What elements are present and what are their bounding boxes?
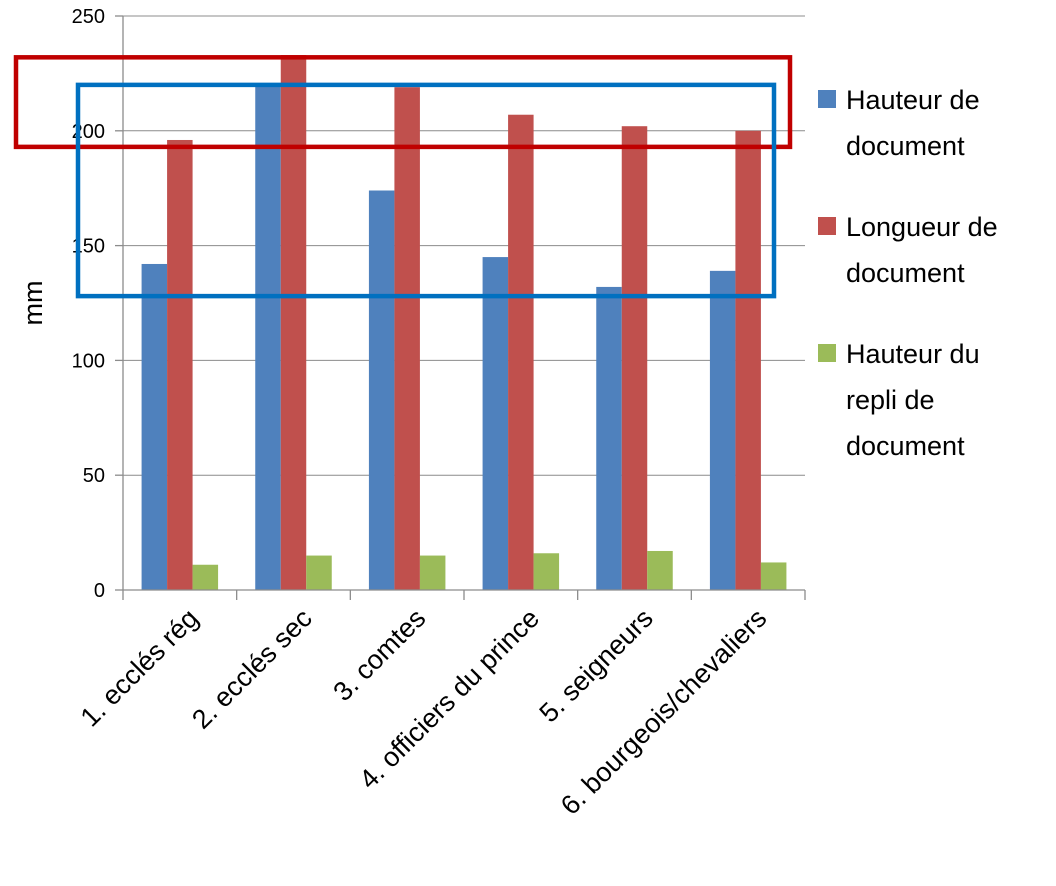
bar — [255, 84, 281, 590]
bar — [394, 87, 420, 591]
legend-label: Hauteur de — [846, 85, 980, 115]
annotation-boxes — [13, 55, 793, 299]
y-tick-label: 50 — [83, 465, 105, 487]
bar — [760, 562, 787, 590]
highlight-box — [75, 82, 777, 299]
x-tick-label: 6. bourgeois/chevaliers — [555, 603, 773, 821]
legend-label: document — [846, 431, 965, 461]
bar — [141, 263, 168, 590]
bar — [419, 555, 446, 590]
legend-swatch — [818, 344, 836, 362]
bar — [647, 550, 673, 590]
legend-label: Longueur de — [846, 212, 998, 242]
y-tick-label: 0 — [94, 580, 105, 602]
x-tick-label: 5. seigneurs — [534, 603, 659, 728]
legend: Hauteur de document Longueur de document Hau… — [818, 85, 998, 461]
legend-swatch — [818, 90, 836, 108]
legend-label: repli de — [846, 385, 935, 415]
legend-swatch — [818, 217, 836, 235]
x-tick-label: 1. ecclés rég — [75, 603, 204, 732]
bar — [709, 270, 736, 590]
axes — [115, 15, 806, 600]
bars — [141, 55, 787, 591]
y-tick-label: 250 — [72, 6, 105, 28]
y-axis-label: mm — [18, 281, 48, 326]
x-tick-label: 2. ecclés sec — [186, 603, 318, 735]
bar — [735, 130, 761, 591]
bar — [306, 555, 332, 590]
x-tick-label: 3. comtes — [327, 603, 431, 707]
bar — [621, 126, 648, 590]
highlight-box — [13, 55, 793, 150]
bar — [192, 564, 219, 590]
bar — [596, 286, 622, 590]
bar — [368, 190, 395, 590]
y-tick-label: 100 — [72, 350, 105, 372]
legend-label: document — [846, 258, 965, 288]
bar — [533, 553, 560, 590]
legend-label: document — [846, 131, 965, 161]
bar — [280, 55, 307, 591]
legend-label: Hauteur du — [846, 339, 980, 369]
gridlines — [123, 15, 805, 476]
bar — [508, 114, 534, 590]
bar — [482, 257, 509, 590]
bar — [167, 139, 193, 590]
